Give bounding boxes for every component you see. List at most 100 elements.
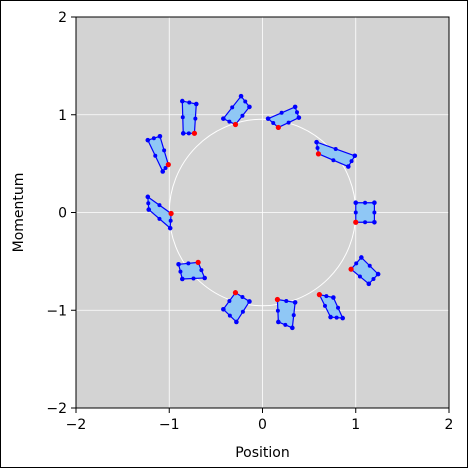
patch-edge-point xyxy=(227,313,232,318)
patch-vertex-point xyxy=(145,137,151,143)
patch-edge-point xyxy=(286,120,291,125)
x-tick-label: 2 xyxy=(445,417,454,433)
patch-edge-point xyxy=(324,294,329,299)
patch-vertex-point xyxy=(167,225,173,231)
patch-vertex-point xyxy=(157,133,163,139)
patch-edge-point xyxy=(333,146,338,151)
patch-edge-point xyxy=(146,201,151,206)
x-tick-label: −1 xyxy=(159,417,180,433)
patch-vertex-point xyxy=(292,104,298,110)
patch-edge-point xyxy=(186,131,191,136)
patch-vertex-point xyxy=(359,255,364,260)
patch-reference-point xyxy=(232,121,239,128)
patch-vertex-point xyxy=(221,116,226,121)
patch-edge-point xyxy=(163,166,168,171)
patch-edge-point xyxy=(357,274,362,279)
patch-edge-point xyxy=(151,136,156,141)
patch-vertex-point xyxy=(331,295,336,300)
patch-edge-point xyxy=(240,295,245,300)
patch-reference-point xyxy=(275,124,281,131)
patch-edge-point xyxy=(284,298,289,303)
phase-patch xyxy=(221,93,252,128)
patch-reference-point xyxy=(165,162,171,168)
patch-edge-point xyxy=(230,105,235,110)
phase-patch xyxy=(265,104,302,131)
patch-vertex-point xyxy=(160,169,166,174)
patch-vertex-point xyxy=(328,314,333,320)
patch-vertex-point xyxy=(340,315,345,321)
patch-reference-point xyxy=(315,151,322,157)
patch-edge-point xyxy=(157,216,162,221)
patch-edge-point xyxy=(349,159,354,164)
phase-patch xyxy=(314,139,358,169)
patch-edge-point xyxy=(331,158,336,163)
patch-edge-point xyxy=(354,261,359,266)
patch-vertex-point xyxy=(180,276,185,282)
patch-reference-point xyxy=(191,130,198,136)
patch-edge-point xyxy=(227,298,232,303)
x-tick-label: −2 xyxy=(66,417,87,433)
phase-patch xyxy=(274,296,298,331)
patch-vertex-point xyxy=(345,164,351,169)
y-tick-label: 2 xyxy=(58,10,67,26)
patch-vertex-point xyxy=(202,275,207,281)
y-tick-label: 1 xyxy=(58,108,67,124)
patch-edge-point xyxy=(279,110,284,115)
patch-edge-point xyxy=(153,153,158,158)
patch-vertex-point xyxy=(145,194,151,200)
patch-edge-point xyxy=(283,322,288,327)
phase-patches xyxy=(145,93,381,331)
patch-vertex-point xyxy=(290,325,295,331)
patch-edge-point xyxy=(243,99,248,104)
patch-edge-point xyxy=(372,210,377,215)
patch-vertex-point xyxy=(247,104,252,110)
patch-vertex-point xyxy=(314,139,319,145)
x-tick-label: 1 xyxy=(351,417,360,433)
patch-edge-point xyxy=(334,315,339,320)
patch-vertex-point xyxy=(193,101,199,107)
patch-edge-point xyxy=(275,308,280,313)
patch-vertex-point xyxy=(180,98,185,104)
patch-reference-point xyxy=(232,290,239,296)
patch-reference-point xyxy=(353,219,359,225)
patch-vertex-point xyxy=(296,115,302,120)
patch-vertex-point xyxy=(353,200,359,206)
patch-vertex-point xyxy=(292,300,298,305)
patch-vertex-point xyxy=(238,93,244,99)
y-tick-label: −2 xyxy=(46,401,67,417)
patch-reference-point xyxy=(316,292,322,298)
patch-edge-point xyxy=(178,269,183,274)
patch-polygon xyxy=(355,202,375,223)
phase-patch xyxy=(353,200,377,225)
patch-reference-point xyxy=(195,259,201,265)
patch-edge-point xyxy=(180,115,185,120)
patch-edge-point xyxy=(191,276,196,281)
patch-vertex-point xyxy=(146,207,152,212)
phase-patch xyxy=(348,255,381,287)
patch-edge-point xyxy=(162,148,167,153)
patch-vertex-point xyxy=(372,200,377,206)
patch-edge-point xyxy=(186,261,191,266)
patch-edge-point xyxy=(193,116,198,121)
phase-patch xyxy=(180,98,199,136)
patch-edge-point xyxy=(363,220,368,225)
y-tick-label: −1 xyxy=(46,303,67,319)
patch-vertex-point xyxy=(372,219,377,225)
patch-edge-point xyxy=(240,309,245,314)
phase-patch xyxy=(221,290,252,325)
patch-edge-point xyxy=(240,113,245,118)
x-tick-label: 0 xyxy=(258,417,267,433)
patch-edge-point xyxy=(336,305,341,310)
patch-reference-point xyxy=(168,210,174,217)
phase-patch xyxy=(316,292,345,321)
patch-edge-point xyxy=(315,145,320,150)
patch-edge-point xyxy=(157,203,162,208)
patch-vertex-point xyxy=(221,306,226,312)
patch-edge-point xyxy=(353,210,358,215)
y-axis-label: Momentum xyxy=(11,173,27,253)
patch-edge-point xyxy=(291,313,296,318)
patch-edge-point xyxy=(363,200,368,205)
patch-edge-point xyxy=(367,263,372,268)
patch-edge-point xyxy=(371,276,376,281)
patch-vertex-point xyxy=(176,262,181,267)
